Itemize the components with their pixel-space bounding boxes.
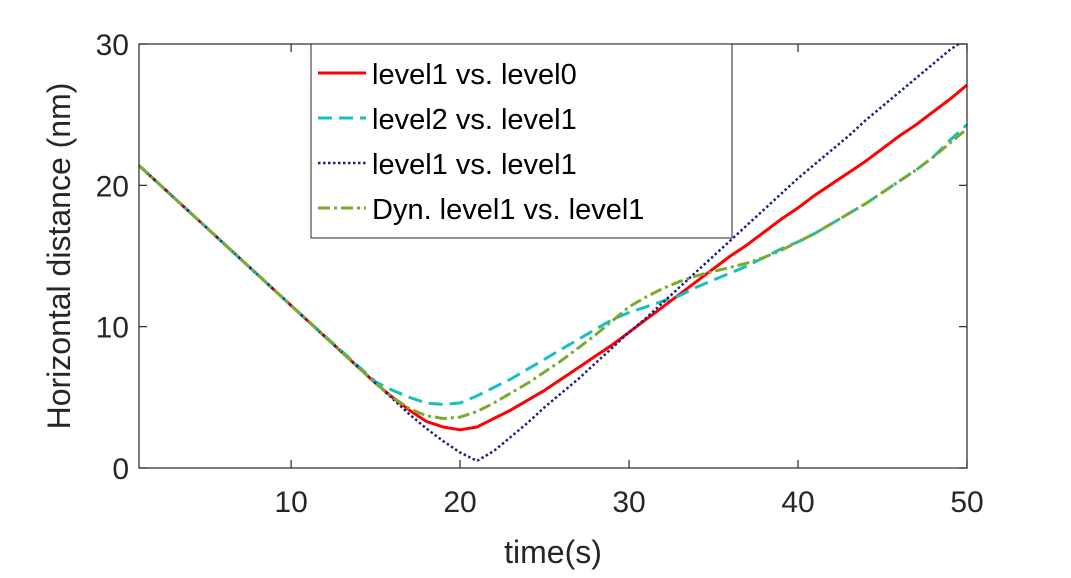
legend-label-4: Dyn. level1 vs. level1 bbox=[372, 194, 644, 226]
y-tick-label: 30 bbox=[96, 29, 129, 62]
x-tick-label: 10 bbox=[274, 486, 307, 519]
series-line-4 bbox=[137, 127, 968, 420]
legend-label-3: level1 vs. level1 bbox=[372, 149, 577, 181]
legend-box bbox=[310, 43, 733, 239]
tick-layer: 10 20 30 40 50 0 10 20 30 bbox=[96, 29, 984, 519]
x-tick-label: 30 bbox=[612, 486, 645, 519]
legend: level1 vs. level0 level2 vs. level1 level1… bbox=[310, 43, 733, 239]
y-tick-label: 0 bbox=[112, 453, 129, 486]
y-tick-label: 10 bbox=[96, 312, 129, 345]
series-line-2 bbox=[137, 123, 969, 406]
x-axis-label: time(s) bbox=[504, 534, 602, 570]
x-tick-label: 20 bbox=[443, 486, 476, 519]
legend-label-1: level1 vs. level0 bbox=[372, 59, 577, 91]
series-line-3 bbox=[138, 42, 960, 463]
y-tick-label: 20 bbox=[96, 170, 129, 203]
legend-label-2: level2 vs. level1 bbox=[372, 104, 577, 136]
series-layer bbox=[137, 42, 969, 463]
y-axis-label: Horizontal distance (nm) bbox=[41, 83, 77, 430]
x-tick-label: 40 bbox=[781, 486, 814, 519]
x-tick-label: 50 bbox=[950, 486, 983, 519]
